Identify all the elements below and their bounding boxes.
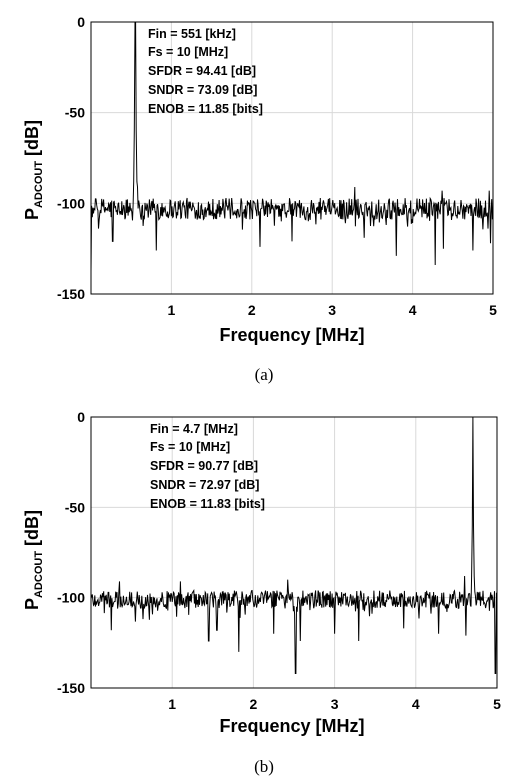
x-tick-label: 5 [493, 696, 501, 712]
annotation-fin-b: Fin = 4.7 [MHz] [150, 422, 238, 436]
y-axis-label-a: PADCOUT [dB] [22, 120, 45, 220]
chart-panel-a: 0 -50 -100 -150 1 2 3 4 5 PADCOUT [dB] Frequenc… [22, 14, 498, 384]
annotation-fs-b: Fs = 10 [MHz] [150, 440, 230, 454]
y-tick-label: -150 [57, 286, 85, 302]
y-tick-label: -50 [65, 499, 85, 515]
annotation-fin-a: Fin = 551 [kHz] [148, 27, 236, 41]
annotation-sfdr-b: SFDR = 90.77 [dB] [150, 459, 258, 473]
x-ticks-a: 1 2 3 4 5 [168, 302, 498, 318]
y-tick-label: -150 [57, 680, 85, 696]
chart-panel-b: 0 -50 -100 -150 1 2 3 4 5 PADCOUT [dB] Frequenc… [0, 392, 524, 783]
caption-b: (b) [254, 757, 274, 776]
grid-b [91, 417, 497, 688]
y-tick-label: 0 [77, 409, 85, 425]
spectrum-trace-b [90, 416, 498, 674]
plot-frame-a [90, 21, 494, 295]
annotation-sfdr-a: SFDR = 94.41 [dB] [148, 64, 256, 78]
plot-frame-b [90, 416, 498, 689]
y-ticks-b: 0 -50 -100 -150 [57, 409, 85, 696]
x-ticks-b: 1 2 3 4 5 [168, 696, 501, 712]
x-tick-label: 2 [250, 696, 258, 712]
y-tick-label: -100 [57, 590, 85, 606]
x-tick-label: 1 [168, 696, 176, 712]
x-tick-label: 5 [489, 302, 497, 318]
x-tick-label: 4 [412, 696, 420, 712]
y-ticks-a: 0 -50 -100 -150 [57, 14, 85, 302]
spectrum-chart-a: 0 -50 -100 -150 1 2 3 4 5 PADCOUT [dB] Frequenc… [22, 14, 498, 384]
annotation-fs-a: Fs = 10 [MHz] [148, 45, 228, 59]
annotation-block-b: Fin = 4.7 [MHz] Fs = 10 [MHz] SFDR = 90.… [150, 422, 265, 511]
annotation-enob-a: ENOB = 11.85 [bits] [148, 102, 263, 116]
x-axis-label-a: Frequency [MHz] [219, 325, 364, 345]
x-tick-label: 3 [331, 696, 339, 712]
annotation-sndr-a: SNDR = 73.09 [dB] [148, 83, 257, 97]
annotation-enob-b: ENOB = 11.83 [bits] [150, 497, 265, 511]
y-axis-label-b: PADCOUT [dB] [22, 510, 45, 610]
annotation-sndr-b: SNDR = 72.97 [dB] [150, 478, 259, 492]
spectrum-chart-b: 0 -50 -100 -150 1 2 3 4 5 PADCOUT [dB] Frequenc… [22, 409, 501, 776]
x-tick-label: 2 [248, 302, 256, 318]
caption-a: (a) [255, 365, 274, 384]
x-tick-label: 3 [328, 302, 336, 318]
annotation-block-a: Fin = 551 [kHz] Fs = 10 [MHz] SFDR = 94.… [148, 27, 263, 116]
y-tick-label: -50 [65, 105, 85, 121]
spectrum-trace-a [90, 21, 494, 273]
y-tick-label: -100 [57, 195, 85, 211]
grid-a [91, 22, 493, 294]
y-tick-label: 0 [77, 14, 85, 30]
x-tick-label: 1 [168, 302, 176, 318]
x-axis-label-b: Frequency [MHz] [219, 716, 364, 736]
x-tick-label: 4 [409, 302, 417, 318]
